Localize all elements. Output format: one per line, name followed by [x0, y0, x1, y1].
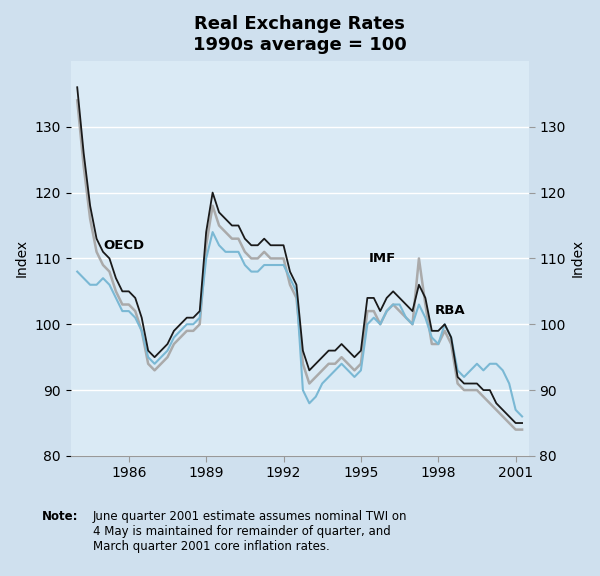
- Text: RBA: RBA: [434, 304, 465, 317]
- Y-axis label: Index: Index: [571, 240, 585, 278]
- Text: Note:: Note:: [42, 510, 79, 523]
- Text: OECD: OECD: [103, 238, 144, 252]
- Text: IMF: IMF: [368, 252, 396, 265]
- Text: June quarter 2001 estimate assumes nominal TWI on
4 May is maintained for remain: June quarter 2001 estimate assumes nomin…: [93, 510, 407, 553]
- Y-axis label: Index: Index: [15, 240, 29, 278]
- Title: Real Exchange Rates
1990s average = 100: Real Exchange Rates 1990s average = 100: [193, 15, 407, 54]
